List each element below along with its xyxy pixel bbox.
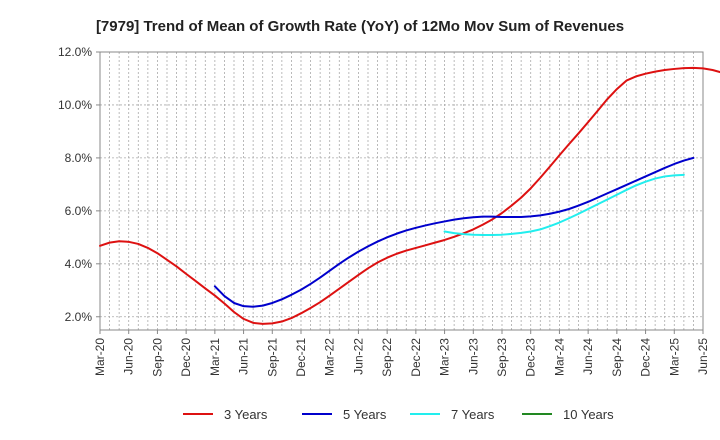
y-axis: 2.0% 4.0% 6.0% 8.0% 10.0% 12.0% [58,45,100,324]
legend-label-3-years: 3 Years [224,407,268,422]
chart-title: [7979] Trend of Mean of Growth Rate (YoY… [96,18,624,35]
x-tick-label: Sep-20 [150,338,164,377]
x-tick-label: Jun-23 [466,338,480,375]
series-line-3-years [99,66,720,325]
x-tick-label: Jun-22 [351,338,365,375]
x-tick-label: Dec-24 [639,338,653,377]
x-tick-label: Dec-20 [179,338,193,377]
y-tick-label: 12.0% [58,45,92,59]
x-tick-label: Mar-23 [438,338,452,376]
x-tick-label: Mar-21 [208,338,222,376]
legend-label-10-years: 10 Years [563,407,614,422]
legend-label-7-years: 7 Years [451,407,495,422]
legend-label-5-years: 5 Years [343,407,387,422]
y-tick-label: 6.0% [65,204,93,218]
x-tick-label: Dec-22 [409,338,423,377]
x-tick-label: Jun-21 [237,338,251,375]
plot-area [99,51,704,331]
x-tick-label: Jun-25 [696,338,710,375]
series-layer [99,66,720,325]
x-tick-label: Dec-21 [294,338,308,377]
x-tick-label: Jun-20 [122,338,136,375]
x-tick-label: Sep-22 [380,338,394,377]
x-tick-label: Dec-23 [524,338,538,377]
y-tick-label: 8.0% [65,151,93,165]
x-tick-label: Sep-24 [610,338,624,377]
series-line-7-years [443,173,685,236]
y-tick-label: 4.0% [65,257,93,271]
x-tick-label: Sep-21 [265,338,279,377]
y-tick-label: 2.0% [65,310,93,324]
x-tick-label: Mar-22 [323,338,337,376]
series-line-5-years [213,156,695,308]
legend: 3 Years 5 Years 7 Years 10 Years [183,407,614,422]
x-tick-label: Mar-25 [667,338,681,376]
x-tick-label: Jun-24 [581,338,595,375]
x-tick-label: Mar-20 [93,338,107,376]
x-tick-label: Sep-23 [495,338,509,377]
x-axis: Mar-20 Jun-20 Sep-20 Dec-20 Mar-21 Jun-21 Sep-… [93,330,710,377]
grid [100,52,703,330]
y-tick-label: 10.0% [58,98,92,112]
x-tick-label: Mar-24 [552,338,566,376]
